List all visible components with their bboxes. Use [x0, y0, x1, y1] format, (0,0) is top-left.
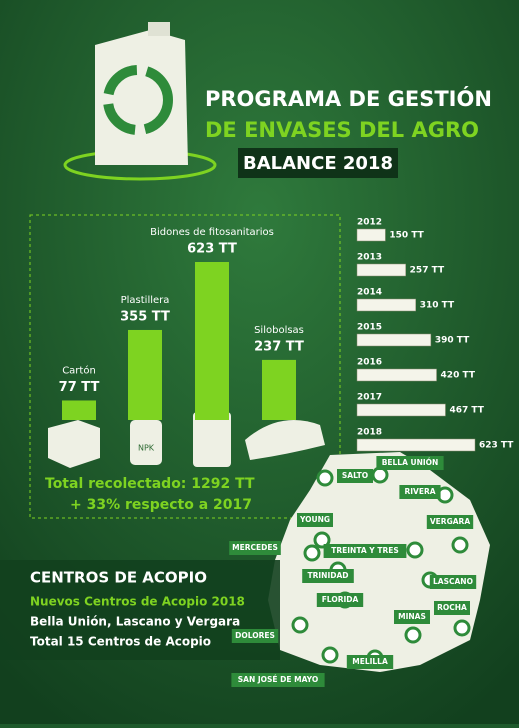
- total-change: + 33% respecto a 2017: [70, 497, 252, 513]
- map-tag: [231, 629, 279, 643]
- bar-category: Plastillera: [121, 295, 170, 306]
- npk-label: NPK: [138, 444, 155, 453]
- map-tag: [297, 513, 333, 527]
- year-label: 2018: [357, 428, 382, 438]
- year-value: 310 TT: [420, 301, 455, 311]
- map-tag: [376, 456, 444, 470]
- map-label: SALTO: [342, 471, 368, 480]
- map-tag: [337, 469, 373, 483]
- year-value: 257 TT: [410, 266, 445, 276]
- bar-category: Silobolsas: [254, 325, 304, 336]
- year-value: 467 TT: [449, 406, 484, 416]
- year-bar: [356, 368, 437, 382]
- map-label: YOUNG: [299, 515, 330, 524]
- center-marker: [371, 466, 389, 484]
- map-shape: [268, 452, 490, 672]
- title: PROGRAMA DE GESTIÓN: [205, 86, 492, 111]
- year-label: 2017: [357, 393, 382, 403]
- map-label: TRINIDAD: [307, 571, 348, 580]
- centers-panel: [0, 560, 280, 660]
- year-bar: [356, 263, 406, 277]
- bar-category: Bidones de fitosanitarios: [150, 227, 274, 238]
- centers-text: Total 15 Centros de Acopio: [30, 635, 211, 649]
- map-label: TREINTA Y TRES: [331, 546, 399, 555]
- year-bar: [356, 228, 386, 242]
- map-tag: [394, 610, 430, 624]
- centers-text: Bella Unión, Lascano y Vergara: [30, 615, 240, 629]
- jug-icon: [63, 22, 217, 181]
- bar: [128, 329, 162, 420]
- map-label: DOLORES: [235, 631, 275, 640]
- center-marker: [316, 469, 334, 487]
- title: DE ENVASES DEL AGRO: [205, 118, 479, 142]
- year-bar: [356, 333, 432, 347]
- total: Total recolectado: 1292 TT: [45, 476, 255, 492]
- year-label: 2014: [357, 288, 382, 298]
- map-label: RIVERA: [404, 487, 435, 496]
- center-marker: [313, 531, 331, 549]
- map-label: MERCEDES: [232, 543, 278, 552]
- center-marker: [406, 541, 424, 559]
- center-marker: [303, 544, 321, 562]
- center-marker: [404, 626, 422, 644]
- year-label: 2012: [357, 218, 382, 228]
- bar: [62, 400, 96, 420]
- bar-category: Cartón: [62, 364, 96, 376]
- center-marker: [453, 619, 471, 637]
- map-tag: [426, 515, 474, 529]
- map-label: ROCHA: [437, 603, 467, 612]
- year-bar: [356, 438, 476, 452]
- centers-title: CENTROS DE ACOPIO: [30, 569, 207, 587]
- map-label: FLORIDA: [322, 595, 359, 604]
- product-icons: [48, 412, 325, 468]
- map-tag: [346, 655, 394, 669]
- bar-value: 77 TT: [59, 380, 100, 395]
- year-value: 150 TT: [389, 231, 424, 241]
- map-label: VERGARA: [430, 517, 470, 526]
- year-value: 623 TT: [479, 441, 514, 451]
- year-value: 390 TT: [435, 336, 470, 346]
- map-tag: [434, 601, 470, 615]
- map-label: SAN JOSÉ DE MAYO: [238, 675, 318, 684]
- map-tag: [229, 541, 281, 555]
- bar-value: 623 TT: [187, 242, 237, 257]
- map-label: MELILLA: [352, 657, 388, 666]
- year-label: 2013: [357, 253, 382, 263]
- map-label: BELLA UNIÓN: [382, 458, 439, 467]
- map-label: LASCANO: [433, 577, 473, 586]
- map-tag: [323, 544, 407, 558]
- map-tag: [399, 485, 441, 499]
- bar-value: 355 TT: [120, 309, 170, 324]
- map-tag: [429, 575, 477, 589]
- centers-subtitle: Nuevos Centros de Acopio 2018: [30, 595, 245, 609]
- bar: [262, 359, 296, 420]
- map-tag: [231, 673, 325, 687]
- center-marker: [291, 616, 309, 634]
- subtitle: BALANCE 2018: [243, 153, 393, 174]
- center-marker: [321, 646, 339, 664]
- bar: [195, 262, 229, 420]
- center-marker: [451, 536, 469, 554]
- map-tag: [302, 569, 354, 583]
- bar-value: 237 TT: [254, 339, 304, 354]
- subtitle-box: [238, 148, 398, 178]
- year-label: 2015: [357, 323, 382, 333]
- map-tag: [316, 593, 364, 607]
- map-label: MINAS: [398, 612, 426, 621]
- year-label: 2016: [357, 358, 382, 368]
- year-bar: [356, 298, 416, 312]
- year-value: 420 TT: [441, 371, 476, 381]
- year-bar: [356, 403, 446, 417]
- chart-frame: [29, 214, 341, 519]
